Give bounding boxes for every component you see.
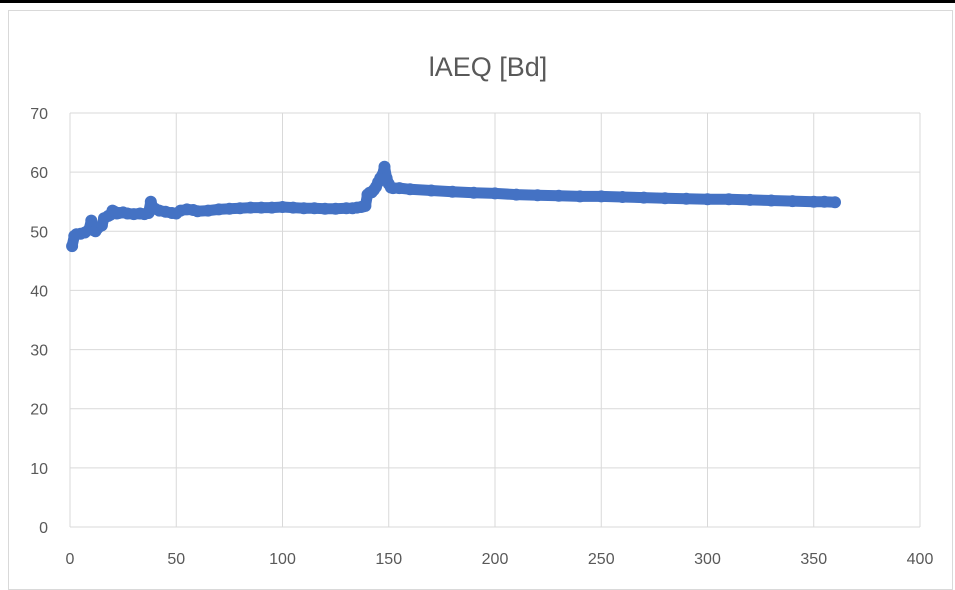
data-point [265, 201, 278, 214]
x-axis-ticks: 0 50 100 150 200 250 300 350 400 [66, 551, 934, 568]
data-point [531, 189, 544, 202]
data-point [489, 187, 501, 200]
data-point [786, 195, 799, 208]
x-tick-label: 250 [588, 551, 615, 568]
chart-title: lAEQ [Bd] [429, 52, 548, 82]
y-tick-label: 0 [39, 520, 48, 537]
data-point [329, 202, 342, 215]
data-point [212, 203, 225, 216]
data-point [234, 202, 246, 215]
data-point [807, 195, 820, 208]
data-point [393, 182, 406, 195]
y-tick-label: 60 [30, 165, 48, 182]
data-point [552, 189, 565, 202]
data-point [425, 184, 438, 197]
data-point [637, 191, 650, 204]
gridlines [69, 112, 921, 528]
y-tick-label: 70 [30, 106, 48, 123]
data-point [276, 201, 289, 213]
data-point [202, 204, 215, 217]
data-point [66, 240, 79, 253]
data-point [244, 201, 257, 214]
y-tick-label: 50 [30, 224, 48, 241]
chart-frame [8, 10, 953, 590]
y-tick-label: 30 [30, 343, 48, 360]
data-point [446, 185, 459, 198]
data-point [308, 202, 321, 215]
data-point [287, 201, 300, 214]
data-point [255, 201, 268, 214]
data-point [404, 183, 416, 196]
x-tick-label: 50 [167, 551, 185, 568]
data-point [616, 191, 629, 203]
data-point [319, 202, 331, 215]
data-point [574, 190, 586, 203]
data-point [510, 188, 523, 201]
data-point [191, 205, 204, 218]
data-series [66, 160, 841, 253]
y-axis-ticks: 0 10 20 30 40 50 60 70 [30, 106, 48, 537]
x-tick-label: 150 [375, 551, 402, 568]
x-tick-label: 350 [800, 551, 827, 568]
data-point [765, 194, 778, 207]
data-point [701, 193, 714, 206]
x-tick-label: 400 [907, 551, 934, 568]
data-point [378, 160, 391, 173]
x-tick-label: 100 [269, 551, 296, 568]
data-point [223, 202, 236, 215]
data-point [595, 190, 608, 203]
data-point [744, 193, 756, 206]
data-point [680, 192, 693, 205]
x-tick-label: 200 [482, 551, 509, 568]
data-point [467, 186, 480, 199]
y-tick-label: 20 [30, 402, 48, 419]
data-point [297, 202, 310, 215]
data-point [722, 193, 735, 206]
data-point [818, 195, 831, 208]
y-tick-label: 10 [30, 461, 48, 478]
top-border-line [0, 0, 955, 3]
data-point [659, 192, 671, 205]
x-tick-label: 300 [694, 551, 721, 568]
data-point [359, 199, 372, 212]
x-tick-label: 0 [66, 551, 75, 568]
data-point [829, 196, 841, 209]
y-tick-label: 40 [30, 283, 48, 300]
